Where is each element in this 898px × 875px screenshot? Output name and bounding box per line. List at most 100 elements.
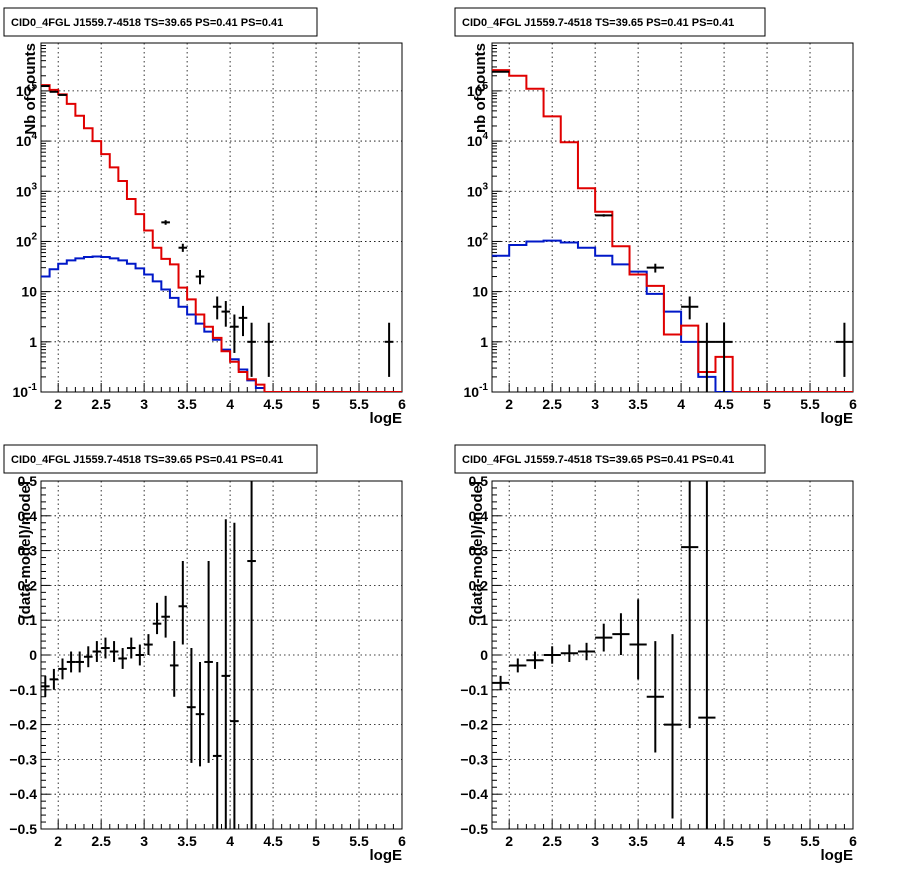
data-point bbox=[509, 658, 527, 673]
grid bbox=[41, 481, 402, 829]
data-point bbox=[221, 301, 231, 327]
x-tick-label: 4 bbox=[677, 396, 685, 412]
x-tick-label: 6 bbox=[398, 396, 406, 412]
data-point bbox=[238, 305, 248, 337]
x-tick-label: 2.5 bbox=[542, 396, 562, 412]
data-point bbox=[526, 651, 544, 669]
data-point bbox=[595, 623, 613, 652]
y-tick-label: 10 bbox=[21, 284, 37, 300]
data-point bbox=[264, 322, 274, 377]
data-point bbox=[83, 646, 93, 668]
data-point bbox=[58, 658, 67, 680]
model-source-histogram bbox=[41, 255, 402, 392]
data-point bbox=[681, 481, 699, 729]
data-point bbox=[101, 637, 110, 659]
plot-area bbox=[41, 481, 256, 829]
panel-4: CID0_4FGL J1559.7-4518 TS=39.65 PS=0.41 … bbox=[454, 444, 857, 864]
x-axis-label: logE bbox=[370, 410, 403, 427]
x-tick-label: 4 bbox=[226, 833, 234, 849]
data-point bbox=[195, 269, 205, 285]
y-axis-label: (data-model)/model bbox=[17, 481, 34, 619]
y-tick-label: 103 bbox=[467, 181, 489, 199]
y-tick-label: 0.4 bbox=[18, 508, 38, 524]
x-tick-label: 5.5 bbox=[349, 396, 369, 412]
x-tick-label: 3 bbox=[140, 833, 148, 849]
data-point bbox=[698, 481, 716, 829]
y-tick-label: 0.5 bbox=[469, 473, 489, 489]
data-point bbox=[230, 314, 239, 353]
grid bbox=[492, 43, 853, 392]
data-point bbox=[126, 637, 136, 659]
data-point bbox=[49, 668, 59, 690]
x-axis-label: logE bbox=[821, 847, 854, 864]
data-point bbox=[92, 641, 102, 662]
x-tick-label: 2.5 bbox=[542, 833, 562, 849]
data-point bbox=[152, 602, 162, 635]
panel-title-box bbox=[3, 444, 318, 474]
x-tick-label: 3.5 bbox=[177, 833, 197, 849]
y-tick-label: 0.3 bbox=[18, 543, 38, 559]
y-tick-label: 10-1 bbox=[13, 382, 38, 400]
x-axis-label: logE bbox=[370, 847, 403, 864]
data-point bbox=[247, 322, 256, 377]
x-tick-label: 3.5 bbox=[628, 396, 648, 412]
y-tick-label: 0 bbox=[29, 647, 37, 663]
data-point bbox=[58, 93, 67, 96]
y-tick-label: 0.2 bbox=[18, 577, 38, 593]
y-tick-label: 103 bbox=[16, 181, 38, 199]
data-point bbox=[629, 599, 647, 680]
panel-title: CID0_4FGL J1559.7-4518 TS=39.65 PS=0.41 … bbox=[462, 17, 734, 29]
data-point bbox=[543, 646, 561, 664]
panel-3: CID0_4FGL J1559.7-4518 TS=39.65 PS=0.41 … bbox=[3, 444, 406, 864]
y-tick-label: 0.3 bbox=[469, 543, 489, 559]
y-tick-label: −0.5 bbox=[460, 821, 488, 837]
y-tick-label: −0.4 bbox=[460, 786, 488, 802]
y-tick-label: 1 bbox=[29, 334, 37, 350]
panel-title: CID0_4FGL J1559.7-4518 TS=39.65 PS=0.41 … bbox=[462, 454, 734, 466]
y-tick-label: 10-1 bbox=[464, 382, 489, 400]
data-point bbox=[835, 322, 853, 377]
x-tick-label: 2.5 bbox=[91, 396, 111, 412]
x-tick-label: 5.5 bbox=[800, 833, 820, 849]
x-tick-label: 6 bbox=[849, 396, 857, 412]
data-point bbox=[41, 675, 50, 697]
y-tick-label: 102 bbox=[467, 231, 489, 249]
x-tick-label: 6 bbox=[398, 833, 406, 849]
y-tick-label: 0 bbox=[480, 647, 488, 663]
data-point bbox=[681, 296, 699, 320]
y-tick-label: 105 bbox=[16, 81, 38, 99]
x-tick-label: 2 bbox=[54, 396, 62, 412]
plot-area bbox=[492, 69, 853, 392]
data-point bbox=[560, 644, 578, 662]
data-point bbox=[144, 634, 153, 655]
data-point bbox=[646, 263, 664, 273]
y-tick-label: −0.2 bbox=[460, 717, 488, 733]
x-tick-label: 4.5 bbox=[714, 396, 734, 412]
x-tick-label: 4 bbox=[677, 833, 685, 849]
panel-title-box bbox=[3, 7, 318, 37]
y-tick-label: 102 bbox=[16, 231, 38, 249]
plot-frame bbox=[491, 42, 854, 393]
x-tick-label: 5.5 bbox=[800, 396, 820, 412]
y-tick-label: −0.3 bbox=[9, 751, 37, 767]
data-point bbox=[492, 675, 510, 690]
data-point bbox=[161, 595, 170, 638]
x-tick-label: 4.5 bbox=[263, 396, 283, 412]
y-tick-label: 10 bbox=[472, 284, 488, 300]
data-point bbox=[212, 296, 222, 320]
x-axis-label: logE bbox=[821, 410, 854, 427]
y-tick-label: 1 bbox=[480, 334, 488, 350]
x-tick-label: 5 bbox=[312, 396, 320, 412]
y-tick-label: −0.1 bbox=[9, 682, 37, 698]
y-tick-label: −0.4 bbox=[9, 786, 37, 802]
data-point bbox=[595, 214, 613, 217]
y-tick-label: −0.1 bbox=[460, 682, 488, 698]
x-tick-label: 3.5 bbox=[628, 833, 648, 849]
y-tick-label: 104 bbox=[16, 131, 38, 149]
x-tick-label: 2 bbox=[505, 396, 513, 412]
x-tick-label: 5.5 bbox=[349, 833, 369, 849]
data-point bbox=[384, 322, 394, 377]
data-point bbox=[663, 634, 682, 819]
data-point bbox=[221, 519, 231, 829]
